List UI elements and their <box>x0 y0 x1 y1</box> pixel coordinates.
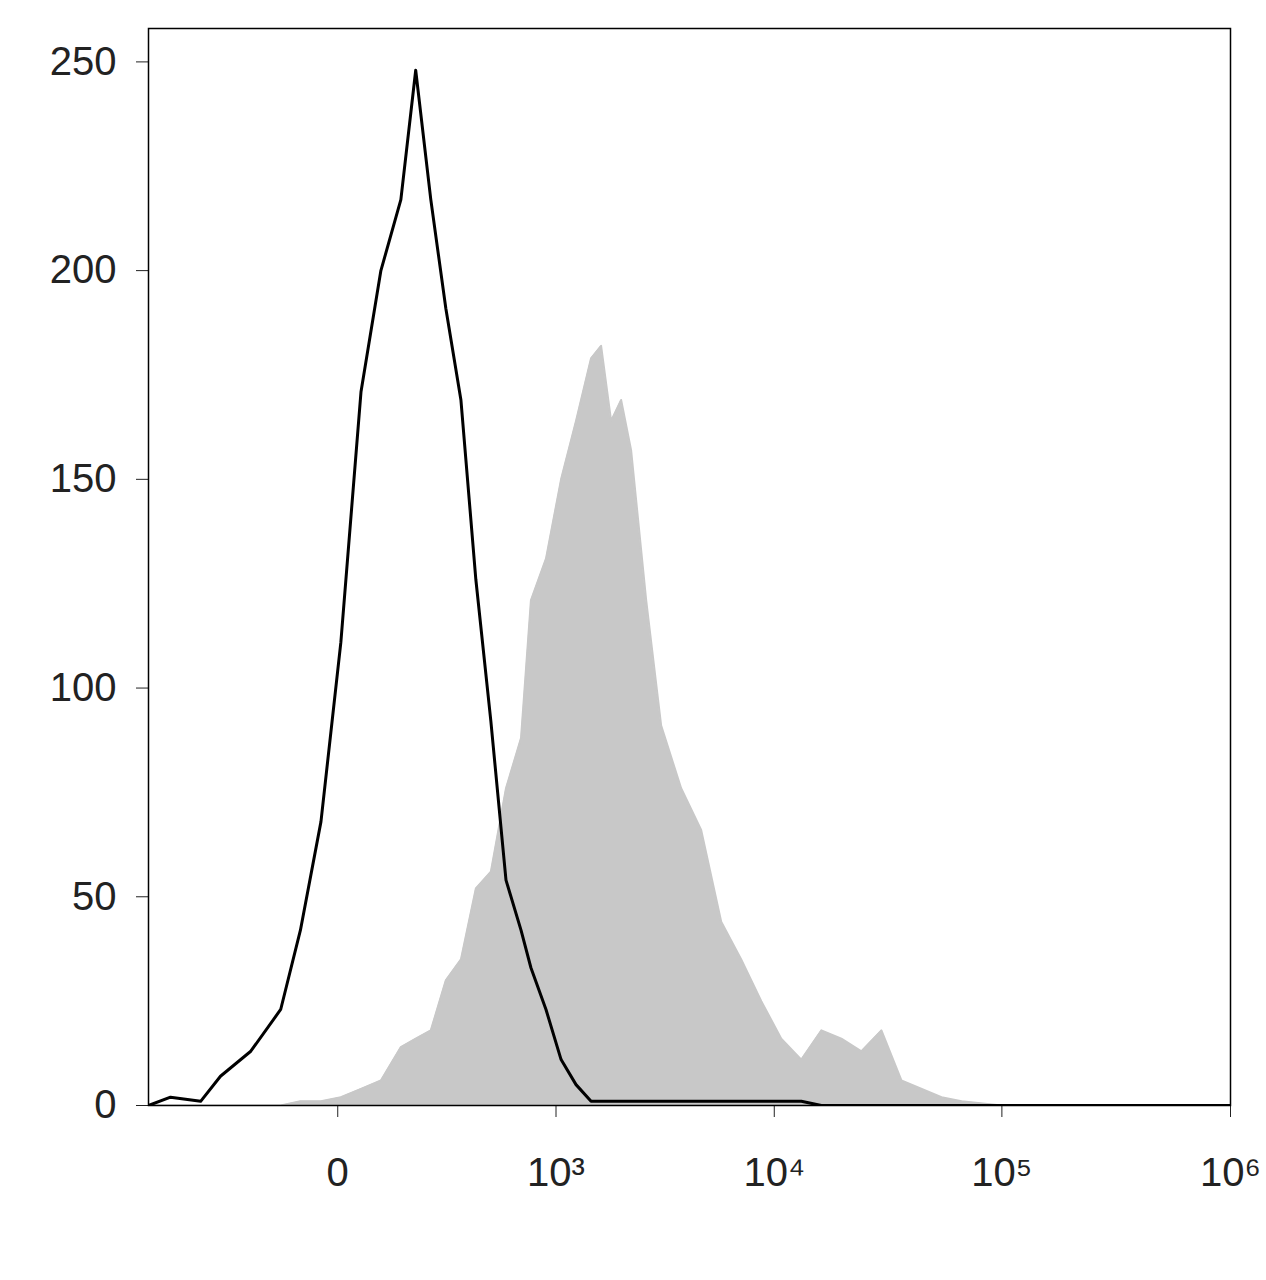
svg-text:100: 100 <box>50 665 117 709</box>
svg-text:10⁵: 10⁵ <box>971 1150 1032 1194</box>
svg-text:10³: 10³ <box>527 1150 585 1194</box>
svg-text:250: 250 <box>50 39 117 83</box>
svg-text:50: 50 <box>72 874 117 918</box>
svg-text:0: 0 <box>94 1082 116 1126</box>
svg-text:0: 0 <box>327 1150 349 1194</box>
svg-text:150: 150 <box>50 456 117 500</box>
svg-text:200: 200 <box>50 247 117 291</box>
svg-text:10⁶: 10⁶ <box>1200 1150 1261 1194</box>
svg-text:10⁴: 10⁴ <box>743 1150 805 1194</box>
